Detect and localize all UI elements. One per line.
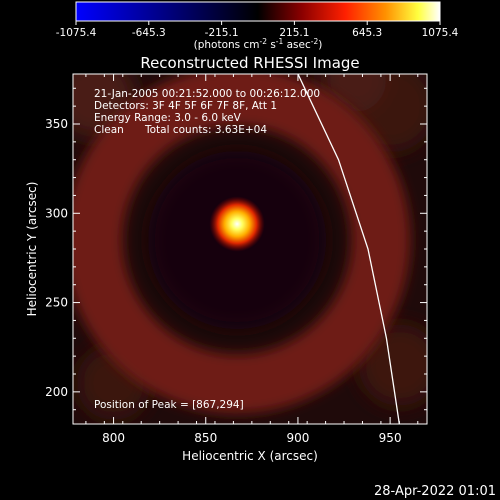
colorbar-label: (photons cm-2 s-1 asec-2) — [194, 37, 323, 51]
timestamp: 28-Apr-2022 01:01 — [374, 484, 496, 499]
info-time: 21-Jan-2005 00:21:52.000 to 00:26:12.000 — [94, 88, 320, 100]
chart-title: Reconstructed RHESSI Image — [140, 54, 359, 72]
colorbar-frame — [75, 1, 441, 22]
info-clean: Clean — [94, 124, 124, 136]
info-counts: Total counts: 3.63E+04 — [144, 124, 267, 136]
x-tick-label: 800 — [102, 431, 125, 445]
colorbar — [76, 2, 440, 21]
colorbar-tick-label: -215.1 — [205, 27, 239, 39]
colorbar-tick-label: -1075.4 — [56, 27, 97, 39]
colorbar-ticks: -1075.4 -645.3 -215.1 215.1 645.3 1075.4 — [56, 21, 459, 39]
x-axis-label: Heliocentric X (arcsec) — [182, 449, 318, 463]
y-tick-label: 200 — [45, 385, 68, 399]
y-tick-label: 300 — [45, 206, 68, 220]
info-detectors: Detectors: 3F 4F 5F 6F 7F 8F, Att 1 — [94, 100, 277, 112]
x-tick-label: 900 — [286, 431, 309, 445]
axis-ticks: 800 850 900 950 200 250 300 350 — [45, 74, 427, 445]
colorbar-tick-label: 1075.4 — [422, 27, 459, 39]
emission-ring — [73, 74, 411, 414]
image-area — [73, 74, 427, 424]
peak-position: Position of Peak = [867,294] — [94, 399, 244, 411]
info-energy: Energy Range: 3.0 - 6.0 keV — [94, 112, 242, 124]
solar-limb — [297, 74, 400, 424]
y-tick-label: 350 — [45, 117, 68, 131]
background-emission — [358, 324, 427, 406]
colorbar-tick-label: -645.3 — [132, 27, 166, 39]
x-tick-label: 850 — [194, 431, 217, 445]
y-tick-label: 250 — [45, 296, 68, 310]
colorbar-tick-label: 215.1 — [279, 27, 309, 39]
colorbar-tick-label: 645.3 — [352, 27, 382, 39]
y-axis-label: Heliocentric Y (arcsec) — [25, 182, 39, 317]
x-tick-label: 950 — [379, 431, 402, 445]
emission-peak — [209, 196, 265, 252]
